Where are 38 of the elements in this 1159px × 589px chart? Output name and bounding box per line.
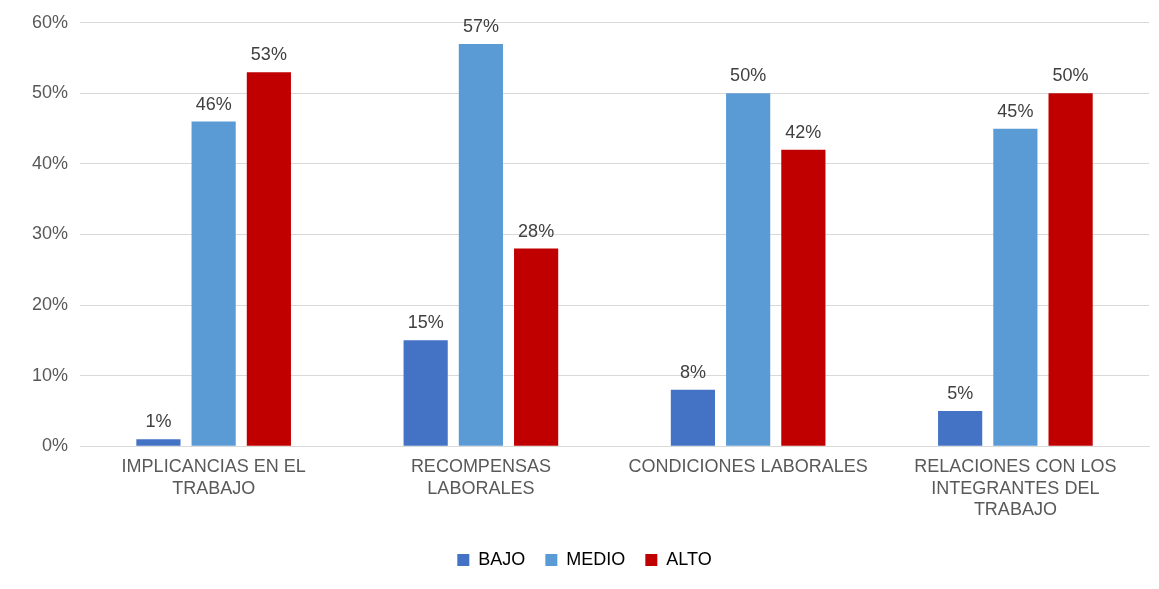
data-label: 28% <box>518 220 555 241</box>
data-label: 46% <box>195 93 232 114</box>
data-label: 5% <box>947 382 974 403</box>
x-tick-label: IMPLICANCIAS EN EL TRABAJO <box>121 455 306 498</box>
bar <box>726 93 771 446</box>
data-label: 53% <box>250 44 287 65</box>
data-label: 50% <box>1052 65 1089 86</box>
legend-label: ALTO <box>666 548 712 569</box>
bar <box>136 439 181 446</box>
x-tick-label: RECOMPENSAS LABORALES <box>410 455 551 498</box>
data-label: 1% <box>145 411 172 432</box>
x-tick-label: CONDICIONES LABORALES <box>628 455 868 476</box>
bar <box>191 121 236 446</box>
bar <box>781 149 826 446</box>
y-tick-label: 10% <box>32 364 69 385</box>
data-label: 57% <box>462 15 499 36</box>
data-label: 45% <box>997 100 1034 121</box>
y-tick-label: 30% <box>32 223 69 244</box>
bar <box>403 340 448 446</box>
data-label: 8% <box>679 361 706 382</box>
data-label: 50% <box>730 65 767 86</box>
y-tick-label: 60% <box>32 11 69 32</box>
data-label: 42% <box>785 121 822 142</box>
y-tick-label: 50% <box>32 82 69 103</box>
legend-label: MEDIO <box>566 548 626 569</box>
bar <box>1048 93 1093 446</box>
bar <box>993 128 1038 446</box>
bar <box>458 43 503 446</box>
bar <box>246 72 291 446</box>
y-tick-label: 0% <box>42 435 69 456</box>
y-tick-label: 20% <box>32 294 69 315</box>
data-label: 15% <box>407 312 444 333</box>
x-tick-label: RELACIONES CON LOS INTEGRANTES DEL TRABAJO <box>914 455 1117 520</box>
bar <box>938 410 983 446</box>
y-tick-label: 40% <box>32 152 69 173</box>
bar <box>514 248 559 446</box>
bar <box>670 389 715 446</box>
legend-label: BAJO <box>478 548 526 569</box>
